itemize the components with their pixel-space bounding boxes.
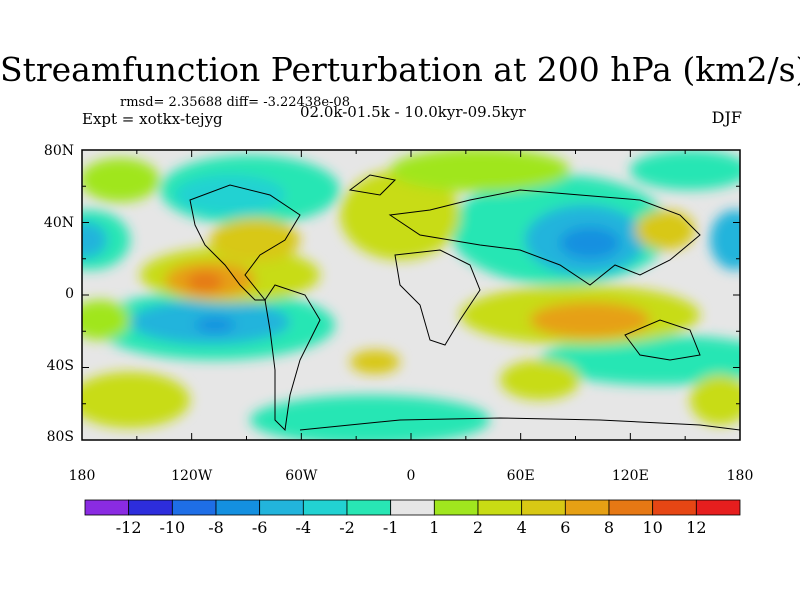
colorbar-swatch: [477, 499, 523, 516]
colorbar-swatch: [608, 499, 654, 516]
colorbar-label: -8: [208, 518, 224, 537]
figure-title: Streamfunction Perturbation at 200 hPa (…: [0, 50, 800, 89]
longitude-label: 60W: [285, 468, 318, 484]
colorbar-swatch: [84, 499, 130, 516]
colorbar-label: 6: [560, 518, 571, 537]
latitude-label: 80N: [43, 143, 74, 159]
colorbar-swatch: [171, 499, 217, 516]
longitude-label: 120E: [611, 468, 649, 484]
coastlines: [189, 174, 740, 432]
stats-text: rmsd= 2.35688 diff= -3.22438e-08: [120, 95, 350, 110]
colorbar-swatch: [521, 499, 566, 516]
colorbar-label: -1: [382, 518, 399, 537]
longitude-label: 120W: [171, 468, 213, 484]
colorbar-label: 12: [686, 518, 707, 537]
colorbar: [84, 499, 741, 516]
longitude-label: 180: [68, 468, 96, 484]
colorbar-swatch: [346, 499, 392, 516]
axis-ticks: [81, 149, 741, 441]
colorbar-label: -12: [115, 518, 142, 537]
colorbar-label: 8: [603, 518, 615, 537]
contour-field: [82, 150, 740, 440]
colorbar-label: 10: [642, 518, 663, 537]
colorbar-label: 1: [429, 518, 440, 537]
latitude-label: 0: [65, 286, 74, 302]
longitude-label: 60E: [506, 468, 535, 484]
colorbar-label: -6: [251, 518, 268, 537]
latitude-label: 40N: [43, 214, 74, 231]
colorbar-swatch: [302, 499, 348, 516]
latitude-label: 80S: [46, 429, 74, 445]
period-label: 02.0k-01.5k - 10.0kyr-09.5kyr: [300, 103, 526, 121]
colorbar-swatch: [259, 499, 304, 516]
colorbar-swatch: [128, 499, 173, 516]
colorbar-swatch: [695, 499, 741, 516]
longitude-label: 0: [406, 468, 416, 484]
colorbar-swatch: [564, 499, 610, 516]
colorbar-swatch: [433, 499, 479, 516]
season-label: DJF: [711, 108, 742, 127]
colorbar-label: -10: [159, 518, 186, 537]
colorbar-swatch: [215, 499, 261, 516]
experiment-label: Expt = xotkx-tejyg: [82, 110, 223, 128]
colorbar-label: 4: [516, 518, 527, 537]
latitude-label: 40S: [46, 357, 74, 374]
colorbar-label: 2: [472, 518, 484, 537]
colorbar-label: -4: [295, 518, 312, 537]
longitude-label: 180: [726, 468, 754, 484]
colorbar-swatch: [390, 499, 435, 516]
colorbar-label: -2: [339, 518, 355, 537]
colorbar-swatch: [652, 499, 697, 516]
